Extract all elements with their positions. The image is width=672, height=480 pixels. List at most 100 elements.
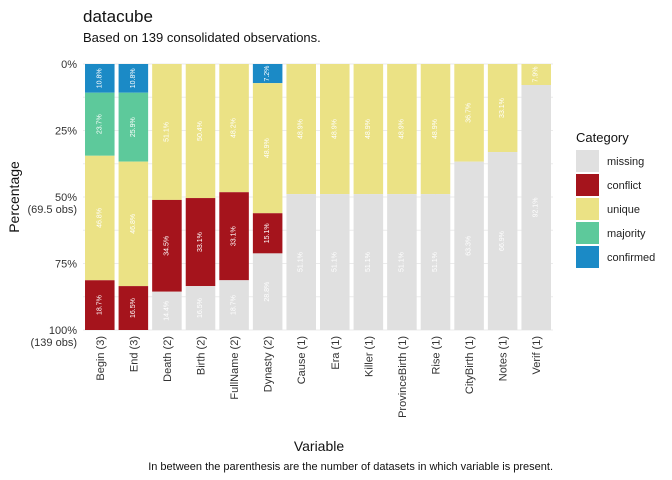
legend-swatch-unique <box>576 198 599 220</box>
bar-segment-unique <box>85 155 115 281</box>
bar-segment-conflict <box>118 286 149 330</box>
x-tick-label: Notes (1) <box>498 336 510 381</box>
x-tick-label: Killer (1) <box>363 336 375 377</box>
y-tick-label: 0% <box>61 59 77 71</box>
data-label: 48.9% <box>331 119 338 139</box>
legend-title: Category <box>576 130 629 145</box>
bar-segment-missing <box>420 194 451 330</box>
bar-segment-unique <box>219 64 249 193</box>
x-axis-title: Variable <box>294 438 345 454</box>
data-label: 48.2% <box>231 118 238 138</box>
x-tick-label: Rise (1) <box>431 336 443 375</box>
data-label: 18.7% <box>96 295 103 315</box>
chart-title: datacube <box>83 7 153 26</box>
data-label: 51.1% <box>398 252 405 272</box>
data-label: 23.7% <box>96 114 103 134</box>
bar-segment-confirmed <box>252 64 283 84</box>
legend-swatch-confirmed <box>576 246 599 268</box>
bar-segment-confirmed <box>85 64 115 93</box>
bar-segment-missing <box>521 85 551 330</box>
data-label: 48.9% <box>298 119 305 139</box>
bar-segment-majority <box>85 92 115 156</box>
data-label: 51.1% <box>365 252 372 272</box>
chart-caption: In between the parenthesis are the numbe… <box>148 461 553 473</box>
x-tick-label: FullName (2) <box>229 336 241 400</box>
bar-segment-missing <box>487 152 518 330</box>
x-tick-label: Era (1) <box>330 336 342 370</box>
data-label: 48.9% <box>432 119 439 139</box>
data-label: 34.5% <box>163 236 170 256</box>
legend-swatch-conflict <box>576 174 599 196</box>
x-tick-label: Death (2) <box>162 336 174 382</box>
data-label: 10.8% <box>96 68 103 88</box>
bar-segment-conflict <box>85 280 115 330</box>
data-label: 18.7% <box>231 295 238 315</box>
x-axis-ticks: Begin (3) End (3) Death (2) Birth (2) FullNa… <box>95 336 543 418</box>
x-tick-label: End (3) <box>128 336 140 372</box>
x-tick-label: Verif (1) <box>531 336 543 375</box>
bar-segment-conflict <box>252 213 283 254</box>
bar-segment-unique <box>521 64 551 86</box>
data-label: 51.1% <box>432 252 439 272</box>
data-label: 25.9% <box>130 117 137 137</box>
data-label: 10.8% <box>130 68 137 88</box>
bar-segment-missing <box>353 194 384 330</box>
legend-swatch-missing <box>576 150 599 172</box>
data-label: 63.3% <box>466 236 473 256</box>
y-tick-label: 75% <box>55 259 77 271</box>
data-label: 48.9% <box>398 119 405 139</box>
data-label: 51.1% <box>163 122 170 142</box>
bar-segment-unique <box>420 64 451 195</box>
data-label: 16.5% <box>197 298 204 318</box>
legend: Category missing conflict unique majority co… <box>576 130 655 268</box>
data-label: 33.1% <box>499 98 506 118</box>
bar-segment-missing <box>219 280 249 330</box>
bar-segment-missing <box>286 194 316 330</box>
chart-subtitle: Based on 139 consolidated observations. <box>83 30 321 45</box>
bar-segment-unique <box>286 64 316 195</box>
bar-segment-unique <box>252 83 283 214</box>
x-tick-label: Dynasty (2) <box>263 336 275 392</box>
bar-segment-conflict <box>152 199 182 292</box>
bar-segment-unique <box>320 64 350 195</box>
bar-segment-conflict <box>185 198 216 287</box>
data-label: 50.4% <box>197 121 204 141</box>
legend-label: missing <box>607 156 644 168</box>
data-label: 7.9% <box>533 67 540 83</box>
legend-swatch-majority <box>576 222 599 244</box>
bar-segment-unique <box>185 64 216 199</box>
bar-segment-unique <box>353 64 384 195</box>
bar-segment-missing <box>185 286 216 330</box>
bar-segment-unique <box>454 64 484 162</box>
bar-segment-unique <box>118 161 149 287</box>
data-label: 33.1% <box>231 226 238 246</box>
data-label: 46.8% <box>96 208 103 228</box>
bar-segment-missing <box>252 253 283 330</box>
bar-segment-missing <box>320 194 350 330</box>
data-label: 15.1% <box>264 223 271 243</box>
data-label: 46.8% <box>130 214 137 234</box>
bar-segment-missing <box>152 291 182 330</box>
data-label: 51.1% <box>298 252 305 272</box>
data-label: 51.1% <box>331 252 338 272</box>
bar-segment-unique <box>152 64 182 200</box>
data-label: 48.9% <box>264 138 271 158</box>
y-tick-label: 50% (69.5 obs) <box>27 192 77 216</box>
bar-segment-confirmed <box>118 64 149 93</box>
data-label: 28.8% <box>264 282 271 302</box>
bar-segment-majority <box>118 92 149 162</box>
y-axis-title: Percentage <box>6 161 22 233</box>
legend-label: conflict <box>607 180 641 192</box>
legend-label: unique <box>607 204 640 216</box>
y-axis-ticks: 0% 25% 50% (69.5 obs) 75% 100% (139 obs) <box>27 59 77 349</box>
x-tick-label: ProvinceBirth (1) <box>397 336 409 418</box>
x-tick-label: Birth (2) <box>196 336 208 375</box>
data-label: 16.5% <box>130 298 137 318</box>
data-label: 36.7% <box>466 103 473 123</box>
bars <box>85 64 551 330</box>
bar-segment-missing <box>387 194 417 330</box>
legend-label: majority <box>607 228 646 240</box>
data-label: 92.1% <box>533 198 540 218</box>
data-label: 7.2% <box>264 66 271 82</box>
